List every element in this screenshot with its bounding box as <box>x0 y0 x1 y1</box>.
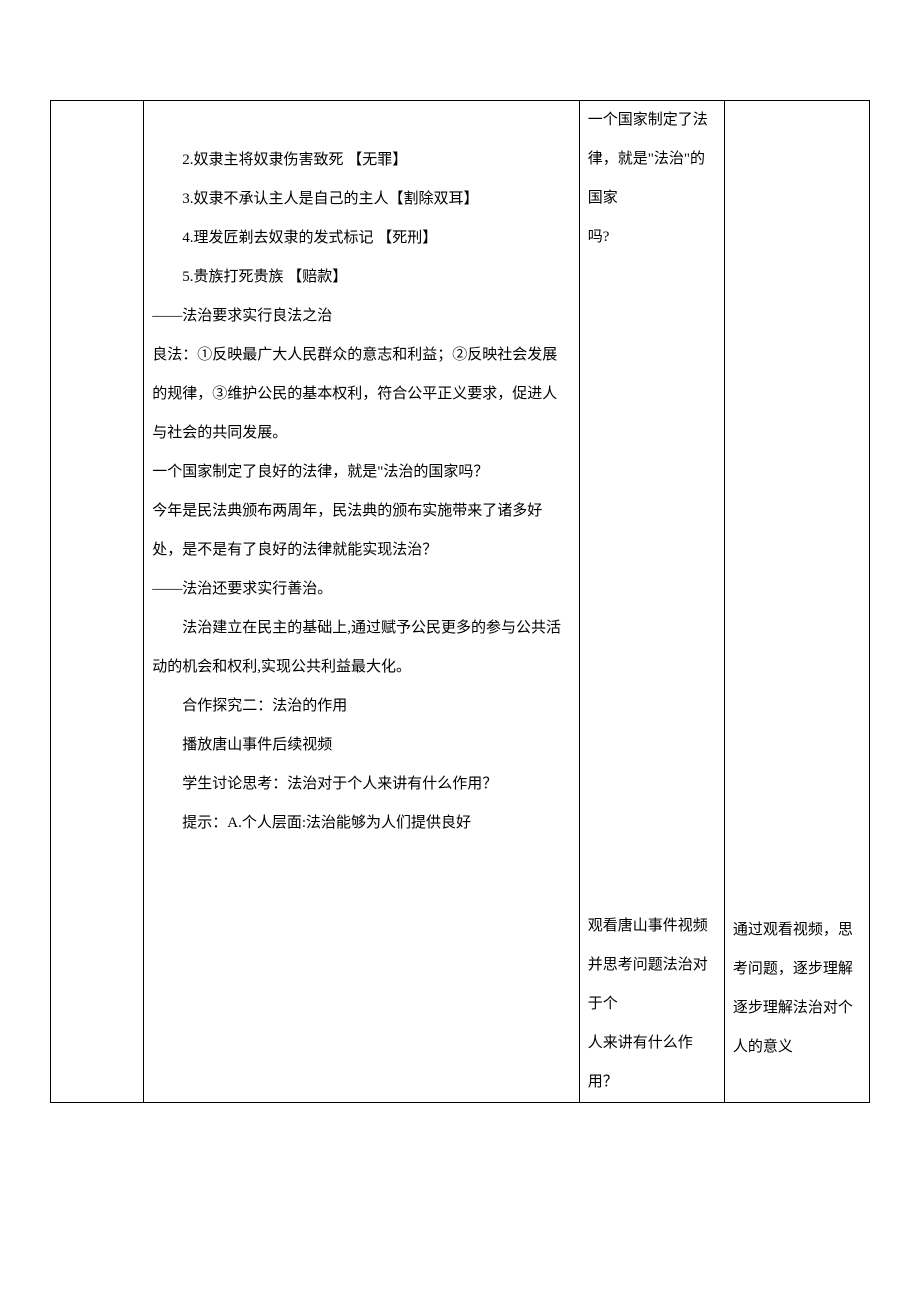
paragraph-democracy: 法治建立在民主的基础上,通过赋予公民更多的参与公共活动的机会和权利,实现公共利益… <box>152 609 570 687</box>
heading-inquiry-2: 合作探究二：法治的作用 <box>152 687 570 726</box>
paragraph-hint: 提示：A.个人层面:法治能够为人们提供良好 <box>152 804 570 843</box>
paragraph-video: 播放唐山事件后续视频 <box>152 726 570 765</box>
paragraph-civil-code: 今年是民法典颁布两周年，民法典的颁布实施带来了诸多好处，是不是有了良好的法律就能… <box>152 492 570 570</box>
paragraph-question-1: 一个国家制定了良好的法律，就是"法治的国家吗？ <box>152 453 570 492</box>
paragraph-good-law: 良法：①反映最广大人民群众的意志和利益；②反映社会发展的规律，③维护公民的基本权… <box>152 336 570 453</box>
list-item-2: 2.奴隶主将奴隶伤害致死 【无罪】 <box>152 141 570 180</box>
paragraph-rule-of-law: ——法治要求实行良法之治 <box>152 297 570 336</box>
paragraph-discussion: 学生讨论思考：法治对于个人来讲有什么作用？ <box>152 765 570 804</box>
document-page: 2.奴隶主将奴隶伤害致死 【无罪】 3.奴隶不承认主人是自己的主人【割除双耳】 … <box>0 0 920 1163</box>
lesson-plan-table: 2.奴隶主将奴隶伤害致死 【无罪】 3.奴隶不承认主人是自己的主人【割除双耳】 … <box>50 100 870 1103</box>
cell-col3: 一个国家制定了法律，就是"法治"的国家 吗? 观看唐山事件视频并思考问题法治对于… <box>579 101 724 1103</box>
list-item-3: 3.奴隶不承认主人是自己的主人【割除双耳】 <box>152 180 570 219</box>
paragraph-good-governance: ——法治还要求实行善治。 <box>152 570 570 609</box>
col3-activity: 观看唐山事件视频并思考问题法治对于个 <box>588 907 716 1024</box>
list-item-5: 5.贵族打死贵族 【赔款】 <box>152 258 570 297</box>
cell-col4: 通过观看视频，思考问题，逐步理解逐步理解法治对个人的意义 <box>724 101 869 1103</box>
col3-activity-2: 人来讲有什么作用？ <box>588 1024 716 1102</box>
col3-question-top-2: 吗? <box>588 218 716 257</box>
col4-purpose: 通过观看视频，思考问题，逐步理解逐步理解法治对个人的意义 <box>733 911 861 1067</box>
list-item-4: 4.理发匠剃去奴隶的发式标记 【死刑】 <box>152 219 570 258</box>
table-row: 2.奴隶主将奴隶伤害致死 【无罪】 3.奴隶不承认主人是自己的主人【割除双耳】 … <box>51 101 870 1103</box>
cell-col1 <box>51 101 144 1103</box>
col3-question-top: 一个国家制定了法律，就是"法治"的国家 <box>588 101 716 218</box>
cell-col2: 2.奴隶主将奴隶伤害致死 【无罪】 3.奴隶不承认主人是自己的主人【割除双耳】 … <box>144 101 579 1103</box>
